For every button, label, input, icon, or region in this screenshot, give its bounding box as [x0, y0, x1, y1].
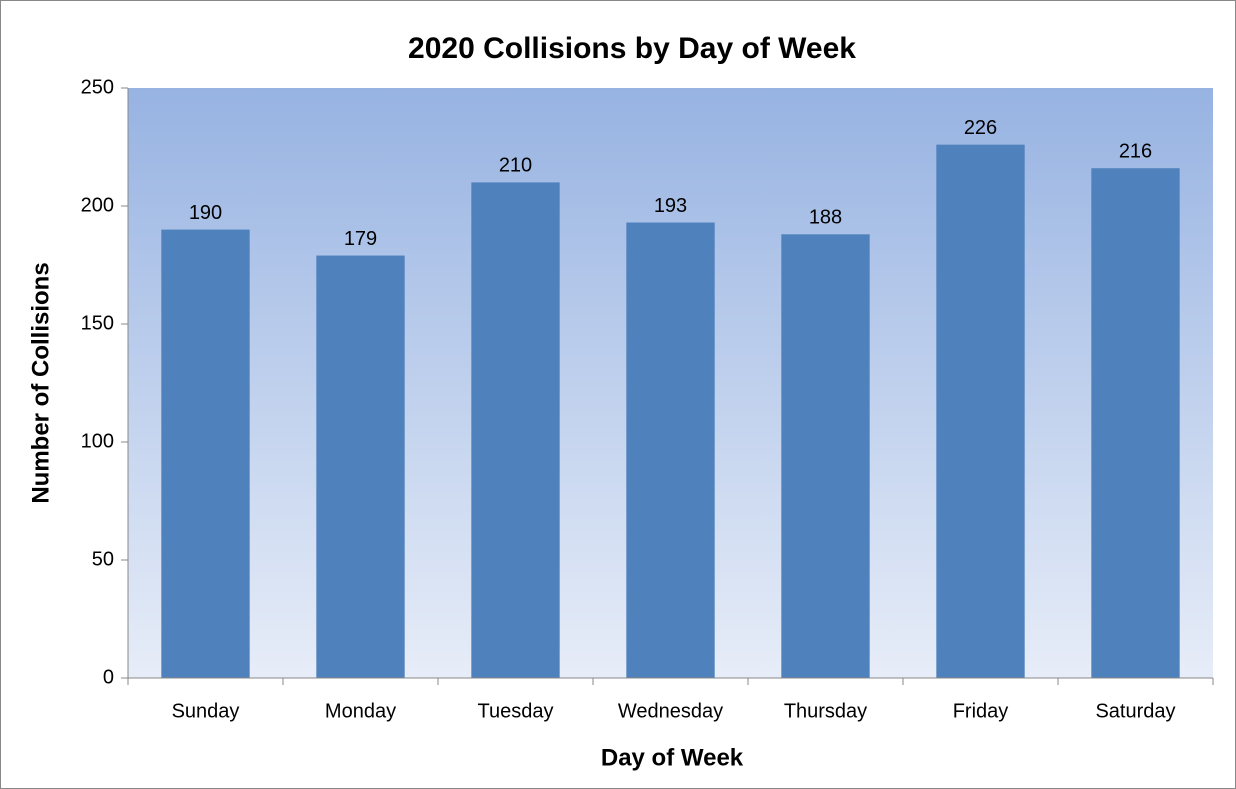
y-tick-label: 150	[81, 312, 114, 334]
x-tick-label: Monday	[325, 700, 396, 722]
data-label: 179	[344, 228, 377, 250]
data-label: 210	[499, 155, 532, 177]
x-tick-label: Saturday	[1095, 700, 1175, 722]
data-label: 188	[809, 207, 842, 229]
y-tick-label: 50	[92, 548, 114, 570]
x-axis-label: Day of Week	[601, 744, 744, 771]
y-tick-label: 0	[103, 666, 114, 688]
bar	[781, 234, 870, 678]
x-tick-label: Thursday	[784, 700, 867, 722]
x-tick-label: Sunday	[172, 700, 240, 722]
bar	[316, 255, 405, 678]
y-axis-label: Number of Collisions	[27, 262, 54, 503]
y-tick-label: 250	[81, 76, 114, 98]
data-label: 193	[654, 195, 687, 217]
bar	[161, 229, 250, 678]
data-label: 226	[964, 117, 997, 139]
bar	[471, 182, 560, 678]
bar	[1091, 168, 1180, 679]
x-tick-label: Wednesday	[618, 700, 723, 722]
y-tick-label: 200	[81, 194, 114, 216]
x-tick-label: Tuesday	[478, 700, 554, 722]
bar	[936, 144, 1025, 678]
x-tick-label: Friday	[953, 700, 1009, 722]
chart-title: 2020 Collisions by Day of Week	[408, 32, 856, 65]
data-label: 190	[189, 202, 222, 224]
y-tick-label: 100	[81, 430, 114, 452]
data-label: 216	[1119, 141, 1152, 163]
bar	[626, 222, 715, 678]
